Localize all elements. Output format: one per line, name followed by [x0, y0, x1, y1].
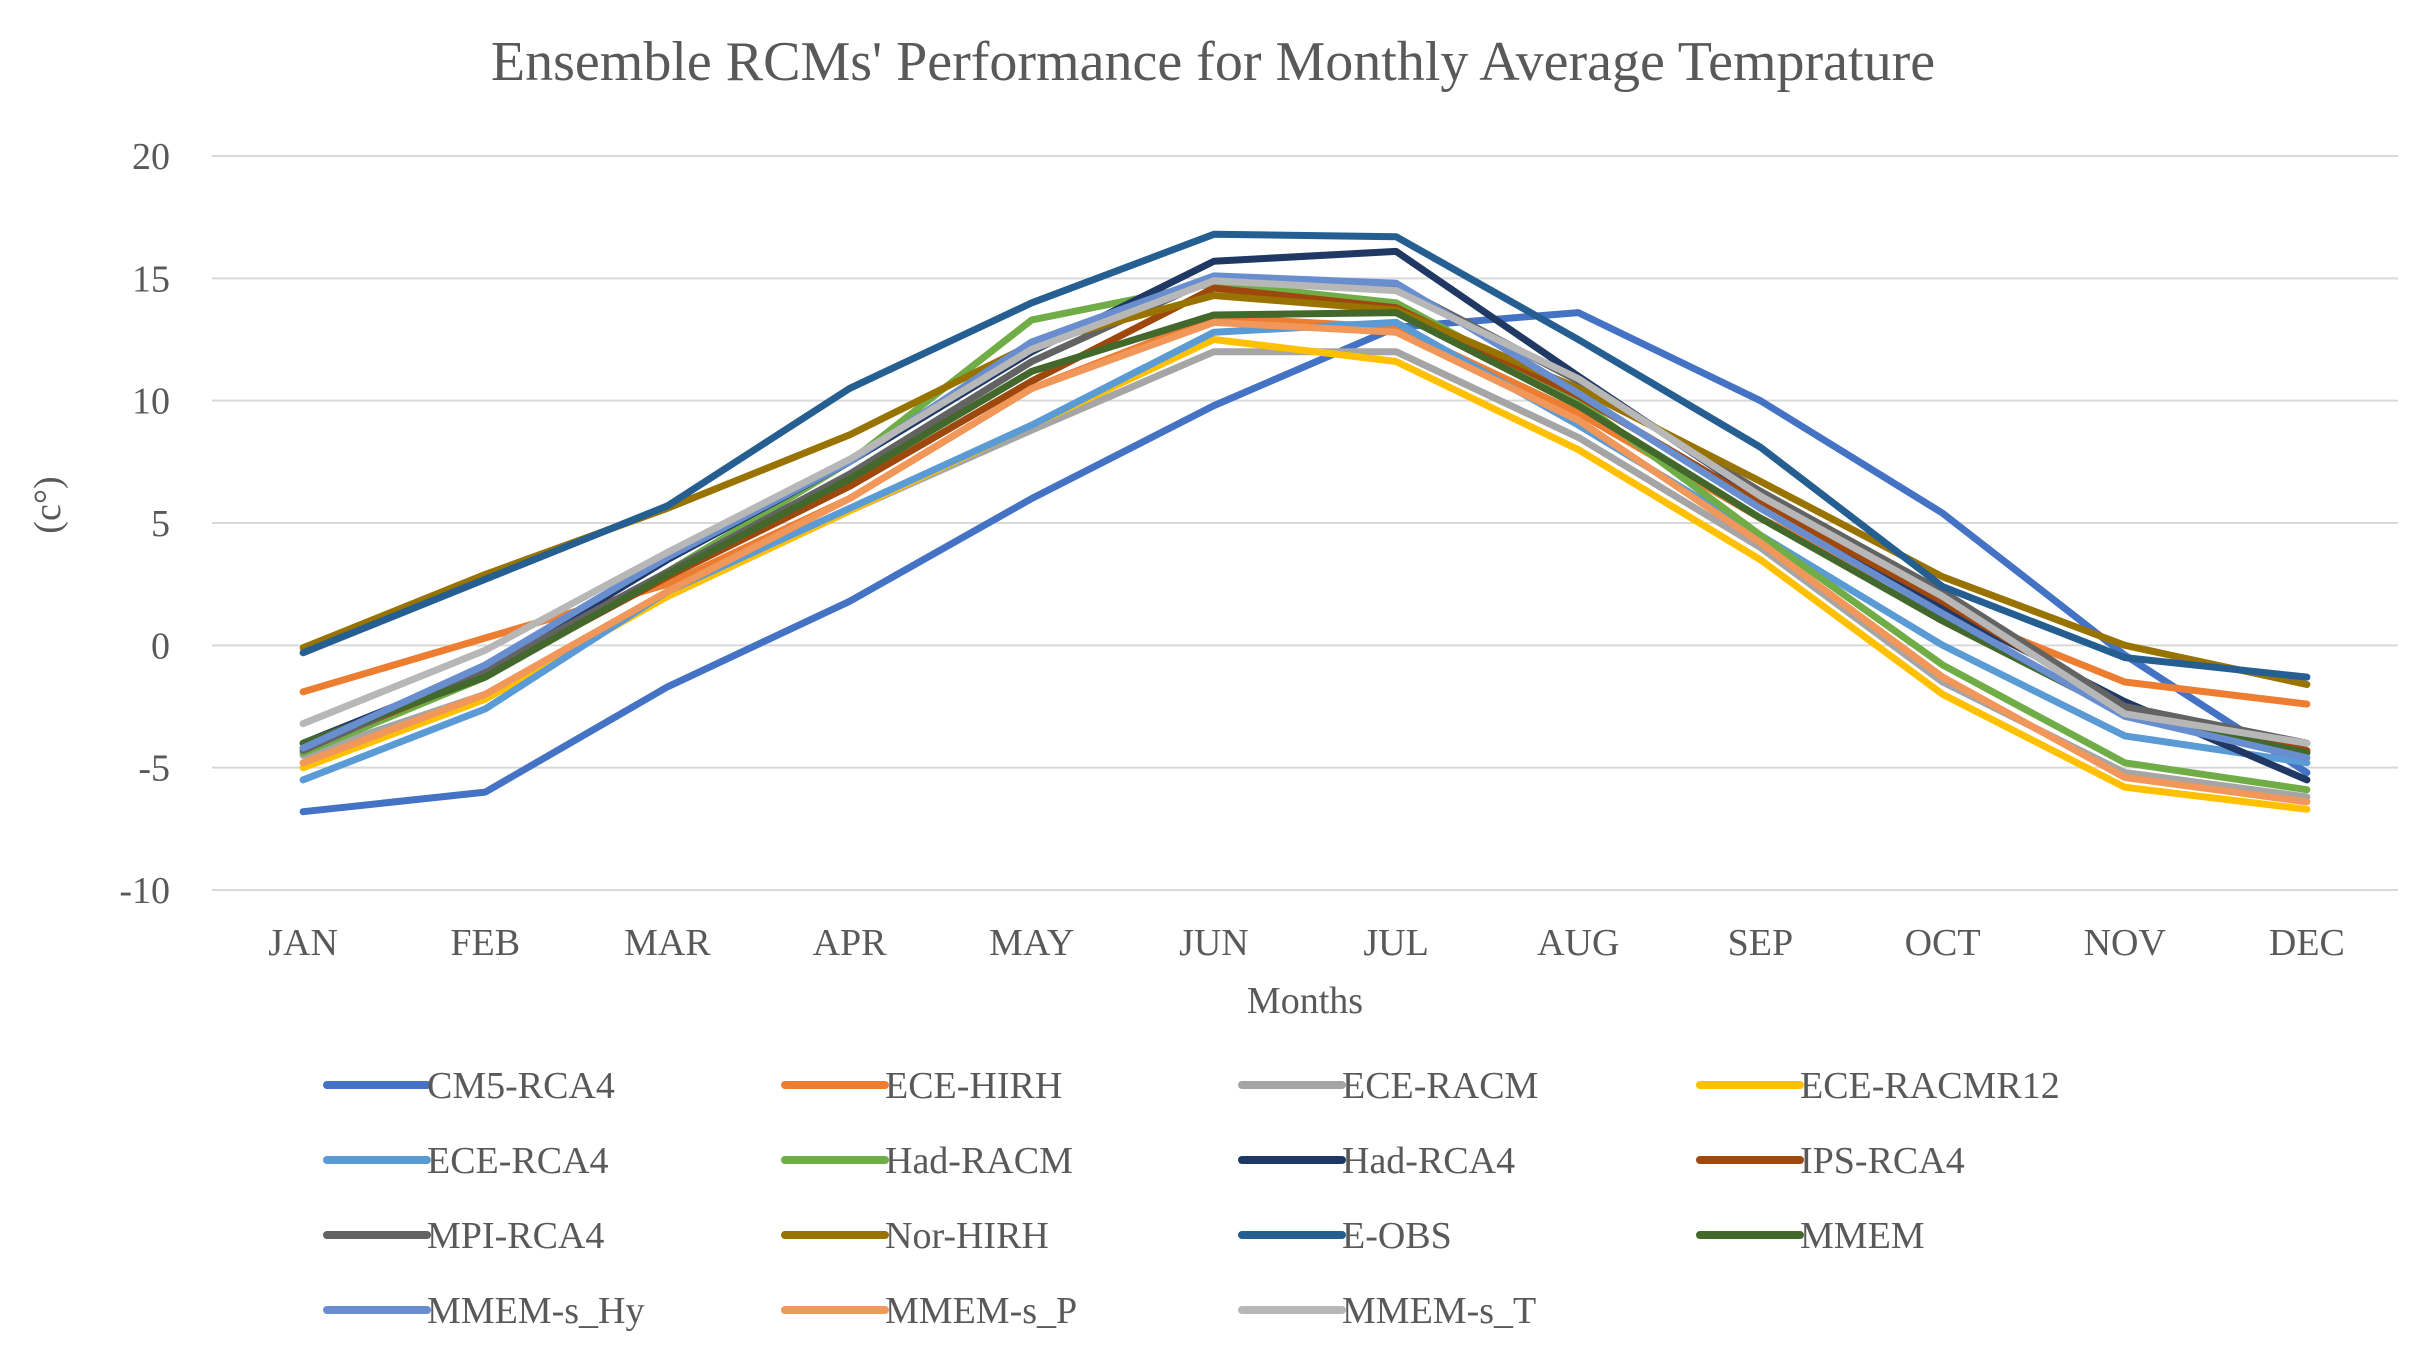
y-axis-ticks: -10 -5 0 5 10 15 20 — [119, 136, 170, 912]
legend-label: MMEM — [1800, 1215, 1925, 1257]
x-tick-label: APR — [813, 922, 888, 964]
legend-label: E-OBS — [1342, 1215, 1452, 1257]
x-tick-label: AUG — [1537, 922, 1619, 964]
y-tick-label: 0 — [151, 625, 170, 667]
gridlines — [212, 155, 2398, 891]
x-tick-label: FEB — [450, 922, 520, 964]
x-tick-label: DEC — [2269, 922, 2345, 964]
series-line-e-obs — [299, 230, 2311, 681]
x-tick-label: MAR — [624, 922, 711, 964]
series-line-mmem-s-hy — [299, 272, 2311, 762]
x-tick-label: MAY — [989, 922, 1074, 964]
chart-title: Ensemble RCMs' Performance for Monthly A… — [491, 31, 1935, 93]
legend-label: ECE-RACMR12 — [1800, 1065, 2060, 1107]
legend: CM5-RCA4 ECE-HIRH ECE-RACM ECE-RACMR12 ECE-R… — [323, 1065, 2060, 1332]
legend-label: CM5-RCA4 — [427, 1065, 615, 1107]
series-line-cm5-rca4 — [299, 309, 2311, 816]
legend-label: MPI-RCA4 — [427, 1215, 604, 1257]
legend-label: ECE-RACM — [1342, 1065, 1538, 1107]
y-tick-label: -10 — [119, 870, 170, 912]
y-tick-label: 15 — [132, 258, 170, 300]
legend-label: MMEM-s_T — [1342, 1290, 1536, 1332]
x-axis-label: Months — [1247, 980, 1363, 1022]
legend-label: MMEM-s_Hy — [427, 1290, 644, 1332]
y-tick-label: -5 — [138, 748, 170, 790]
series-lines — [299, 230, 2311, 816]
x-tick-label: JUN — [1179, 922, 1249, 964]
y-tick-label: 20 — [132, 136, 170, 178]
x-tick-label: JAN — [268, 922, 338, 964]
legend-label: IPS-RCA4 — [1800, 1140, 1965, 1182]
x-tick-label: OCT — [1905, 922, 1981, 964]
series-line-mmem-s-t — [299, 277, 2311, 747]
legend-label: Nor-HIRH — [885, 1215, 1049, 1257]
legend-label: Had-RACM — [885, 1140, 1073, 1182]
x-tick-label: NOV — [2084, 922, 2167, 964]
legend-label: ECE-RCA4 — [427, 1140, 609, 1182]
series-line-mmem — [299, 309, 2311, 757]
y-tick-label: 5 — [151, 503, 170, 545]
series-line-mmem-s-p — [299, 318, 2311, 806]
series-line-ece-racmr12 — [299, 336, 2311, 813]
y-axis-label: (c°) — [27, 476, 69, 533]
legend-label: Had-RCA4 — [1342, 1140, 1515, 1182]
x-tick-label: SEP — [1728, 922, 1793, 964]
legend-label: MMEM-s_P — [885, 1290, 1077, 1332]
legend-label: ECE-HIRH — [885, 1065, 1062, 1107]
series-line-ips-rca4 — [299, 284, 2311, 754]
y-tick-label: 10 — [132, 381, 170, 423]
x-tick-label: JUL — [1363, 922, 1428, 964]
x-axis-ticks: JAN FEB MAR APR MAY JUN JUL AUG SEP OCT NOV DEC — [268, 922, 2345, 964]
